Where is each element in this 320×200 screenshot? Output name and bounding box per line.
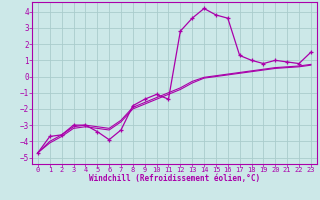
X-axis label: Windchill (Refroidissement éolien,°C): Windchill (Refroidissement éolien,°C) [89, 174, 260, 183]
